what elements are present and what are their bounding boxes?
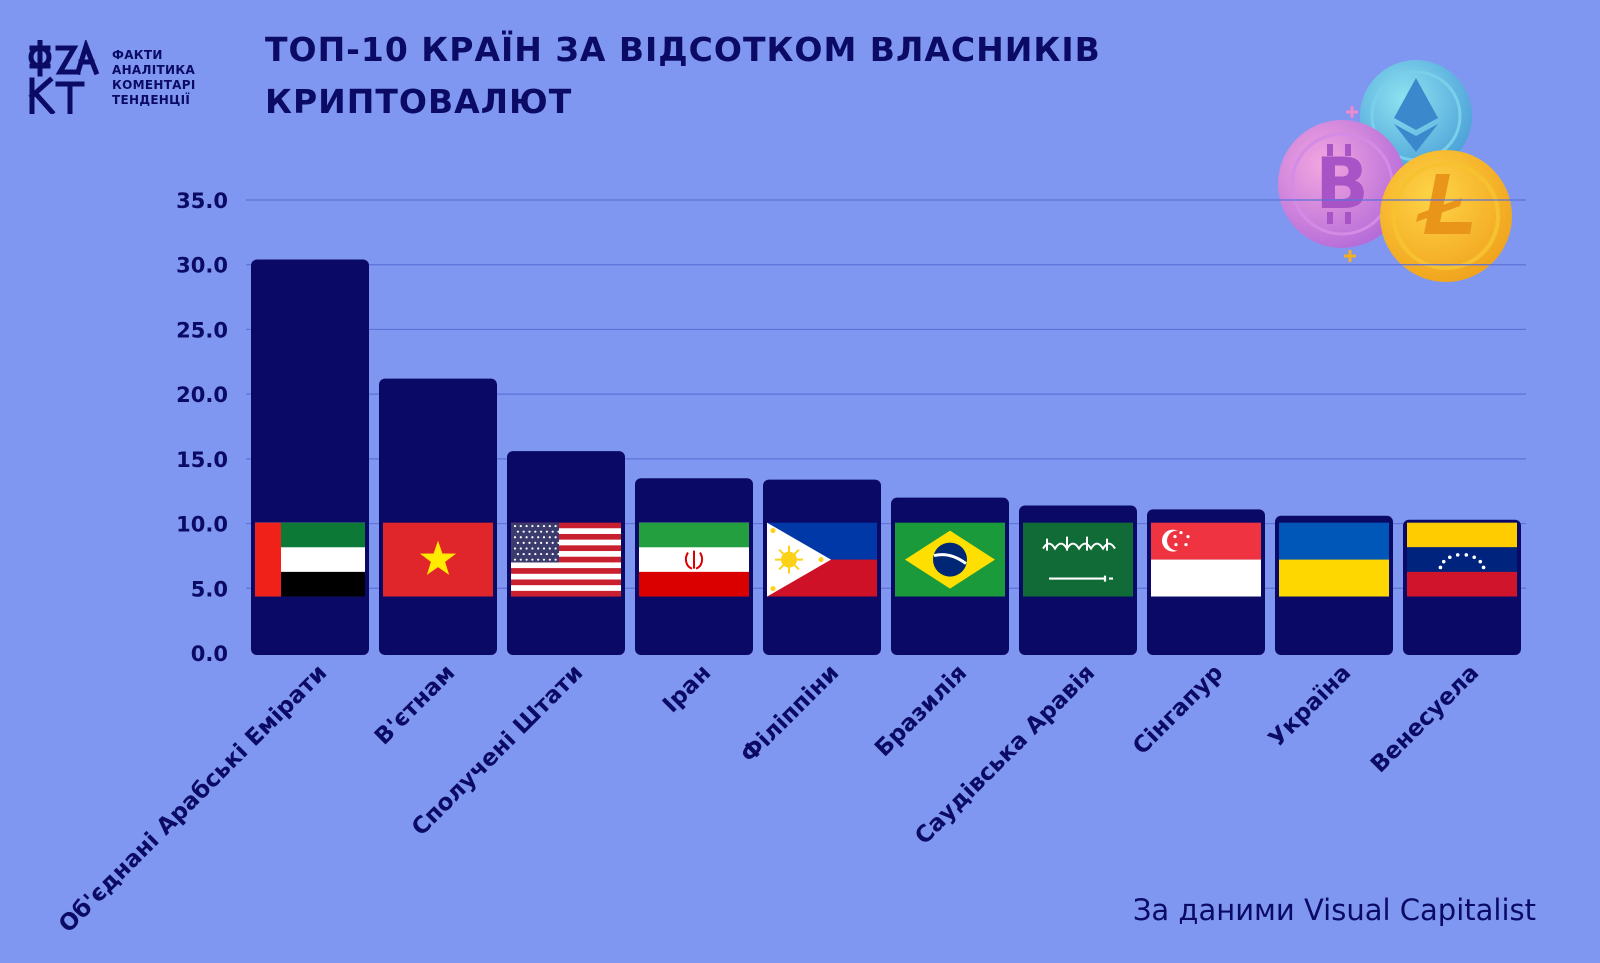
x-tick-label: Венесуела: [1366, 660, 1484, 778]
crypto-coins-illustration: B: [1278, 60, 1512, 282]
y-tick-label: 5.0: [191, 577, 228, 601]
x-tick-label: Філіппіни: [736, 660, 844, 768]
bars: [251, 259, 1521, 655]
logo-line: ТЕНДЕНЦІЇ: [112, 93, 191, 107]
vietnam-flag-icon: [383, 522, 493, 597]
x-tick-label: В'єтнам: [370, 660, 460, 750]
logo-line: ФАКТИ: [112, 48, 163, 62]
x-tick-label: Україна: [1264, 660, 1356, 752]
logo-line: КОМЕНТАРІ: [112, 78, 196, 92]
x-tick-label: Об'єднані Арабські Емірати: [54, 660, 332, 938]
chart-title: ТОП-10 КРАЇН ЗА ВІДСОТКОМ ВЛАСНИКІВ КРИП…: [265, 24, 1265, 128]
y-tick-label: 35.0: [176, 189, 228, 213]
litecoin-coin-icon: [1380, 150, 1512, 282]
svg-text:B: B: [1315, 143, 1368, 225]
y-axis-tick-labels: 0.0 5.0 10.0 15.0 20.0 25.0 30.0 35.0: [176, 189, 228, 666]
ukraine-flag-icon: [1279, 522, 1389, 597]
y-tick-label: 0.0: [191, 642, 228, 666]
venezuela-flag-icon: [1407, 522, 1517, 597]
y-tick-label: 25.0: [176, 318, 228, 342]
x-tick-label: Бразилія: [870, 660, 972, 762]
x-tick-label: Іран: [658, 660, 716, 718]
chart-title-line: КРИПТОВАЛЮТ: [265, 82, 573, 121]
chart-title-line: ТОП-10 КРАЇН ЗА ВІДСОТКОМ ВЛАСНИКІВ: [265, 30, 1101, 69]
bitcoin-coin-icon: B: [1278, 120, 1406, 248]
y-tick-label: 20.0: [176, 383, 228, 407]
uae-flag-icon: [255, 522, 365, 597]
y-tick-label: 30.0: [176, 254, 228, 278]
usa-flag-icon: [511, 522, 621, 597]
iran-flag-icon: [639, 522, 749, 597]
bar: [379, 378, 497, 655]
philippines-flag-icon: [767, 522, 877, 597]
singapore-flag-icon: [1151, 522, 1261, 597]
fakt-logo-icon: [28, 40, 100, 114]
brazil-flag-icon: [895, 522, 1005, 597]
source-note: За даними Visual Capitalist: [1132, 893, 1536, 927]
saudi-arabia-flag-icon: [1023, 522, 1133, 597]
x-tick-label: Сінгапур: [1128, 660, 1228, 760]
y-tick-label: 15.0: [176, 448, 228, 472]
logo-line: АНАЛІТИКА: [112, 63, 196, 77]
y-tick-label: 10.0: [176, 513, 228, 537]
logo: ФАКТИ АНАЛІТИКА КОМЕНТАРІ ТЕНДЕНЦІЇ: [26, 40, 216, 120]
